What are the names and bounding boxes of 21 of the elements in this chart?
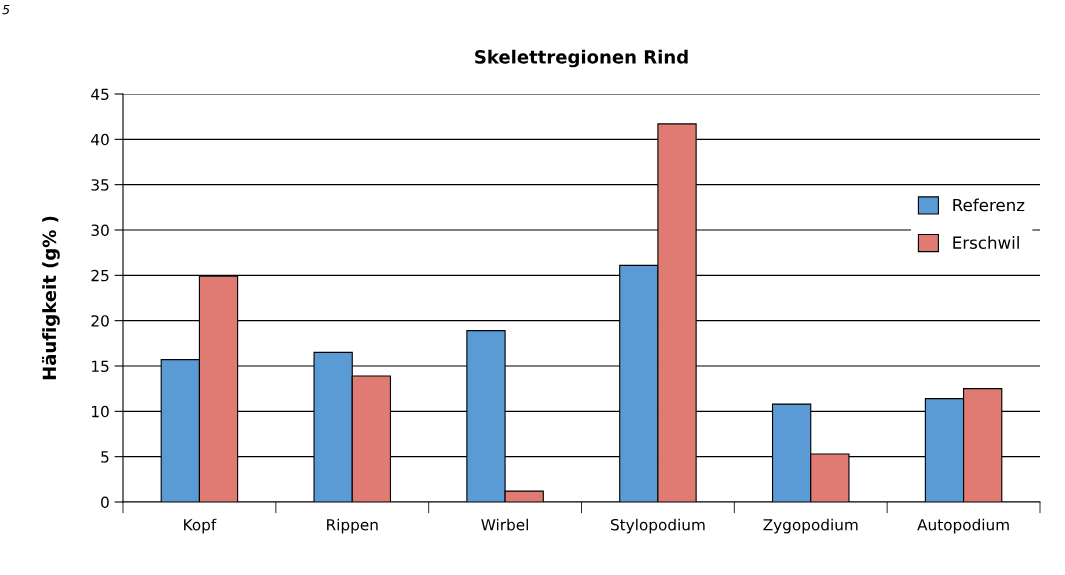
- legend-label: Referenz: [953, 198, 1025, 212]
- y-tick-label: 0: [101, 496, 109, 509]
- text: 5: [2, 4, 10, 15]
- y-tick-label: 5: [101, 451, 109, 463]
- legend-label: Erschwil: [953, 236, 1019, 249]
- y-tick-label: 45: [91, 88, 109, 101]
- y-axis-title: Häufigkeit (g% ): [41, 216, 60, 380]
- chart-title: Skelettregionen Rind: [475, 49, 688, 68]
- y-tick-label: 10: [92, 405, 109, 418]
- y-tick-label: 30: [91, 224, 109, 237]
- x-tick-label: Rippen: [327, 518, 378, 534]
- x-tick-label: Zygopodium: [763, 518, 858, 534]
- y-tick-label: 15: [92, 360, 109, 373]
- y-tick-label: 35: [91, 179, 109, 191]
- y-tick-label: 25: [91, 269, 109, 282]
- y-tick-label: 40: [91, 133, 109, 146]
- x-tick-label: Autopodium: [917, 518, 1009, 534]
- x-tick-label: Kopf: [184, 518, 217, 534]
- x-tick-label: Wirbel: [481, 518, 528, 531]
- y-tick-label: 20: [91, 315, 109, 327]
- x-tick-label: Stylopodium: [610, 518, 705, 534]
